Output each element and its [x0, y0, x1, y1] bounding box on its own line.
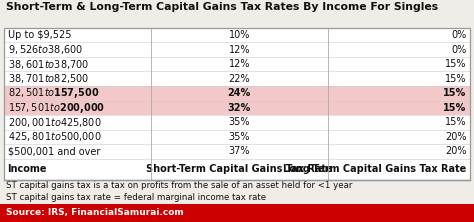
- Bar: [4, 101, 470, 115]
- Text: 12%: 12%: [228, 45, 250, 55]
- Text: 15%: 15%: [445, 74, 466, 84]
- Text: Short-Term Capital Gains Tax Rate: Short-Term Capital Gains Tax Rate: [146, 164, 333, 174]
- Text: 0%: 0%: [451, 30, 466, 40]
- Bar: [4, 115, 470, 130]
- Text: 10%: 10%: [228, 30, 250, 40]
- Text: $425,801 to $500,000: $425,801 to $500,000: [8, 130, 101, 143]
- Text: 20%: 20%: [445, 147, 466, 157]
- Bar: [4, 86, 470, 101]
- Bar: [0, 204, 474, 222]
- Text: Long-Term Capital Gains Tax Rate: Long-Term Capital Gains Tax Rate: [283, 164, 466, 174]
- Text: $200,001 to $425,800: $200,001 to $425,800: [8, 116, 101, 129]
- Text: 15%: 15%: [443, 88, 466, 98]
- Text: Short-Term & Long-Term Capital Gains Tax Rates By Income For Singles: Short-Term & Long-Term Capital Gains Tax…: [6, 2, 438, 12]
- Text: Income: Income: [8, 164, 47, 174]
- Bar: [4, 57, 470, 71]
- Text: 24%: 24%: [228, 88, 251, 98]
- Text: $157,501 to $200,000: $157,501 to $200,000: [8, 101, 105, 115]
- Text: 15%: 15%: [443, 103, 466, 113]
- Text: 20%: 20%: [445, 132, 466, 142]
- Bar: [4, 28, 470, 180]
- Text: ST capital gains tax rate = federal marginal income tax rate: ST capital gains tax rate = federal marg…: [6, 193, 266, 202]
- Text: $9,526 to $38,600: $9,526 to $38,600: [8, 43, 82, 56]
- Text: 32%: 32%: [228, 103, 251, 113]
- Bar: [4, 144, 470, 159]
- Text: 22%: 22%: [228, 74, 250, 84]
- Bar: [4, 130, 470, 144]
- Text: $500,001 and over: $500,001 and over: [8, 147, 100, 157]
- Text: 12%: 12%: [228, 59, 250, 69]
- Text: 15%: 15%: [445, 59, 466, 69]
- Text: 35%: 35%: [228, 132, 250, 142]
- Text: 35%: 35%: [228, 117, 250, 127]
- Text: $38,701 to $82,500: $38,701 to $82,500: [8, 72, 89, 85]
- Text: Up to $9,525: Up to $9,525: [8, 30, 71, 40]
- Text: $82,501 to $157,500: $82,501 to $157,500: [8, 86, 99, 100]
- Bar: [4, 159, 470, 180]
- Bar: [4, 71, 470, 86]
- Bar: [4, 28, 470, 42]
- Text: 0%: 0%: [451, 45, 466, 55]
- Text: 37%: 37%: [228, 147, 250, 157]
- Bar: [4, 42, 470, 57]
- Text: 15%: 15%: [445, 117, 466, 127]
- Text: $38,601 to $38,700: $38,601 to $38,700: [8, 58, 89, 71]
- Text: Source: IRS, FinancialSamurai.com: Source: IRS, FinancialSamurai.com: [6, 208, 184, 217]
- Text: ST capital gains tax is a tax on profits from the sale of an asset held for <1 y: ST capital gains tax is a tax on profits…: [6, 181, 353, 190]
